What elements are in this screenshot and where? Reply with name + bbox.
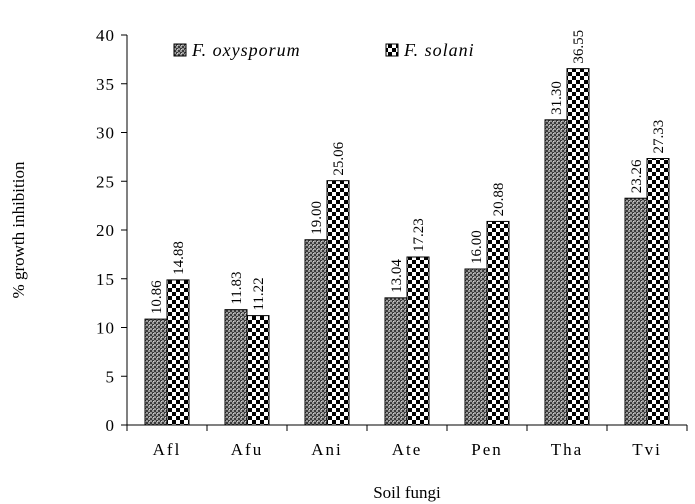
x-tick-label: Tha (551, 440, 583, 459)
y-tick-label: 35 (96, 75, 115, 94)
data-label: 14.88 (171, 241, 187, 275)
y-tick-label: 15 (96, 270, 115, 289)
value-labels: 10.86 14.88 11.83 11.22 19.00 25.06 13.04 17.23… (149, 30, 667, 314)
bar-solani-tha (566, 68, 590, 426)
y-axis-label: % growth inhibition (9, 161, 28, 298)
legend-label-solani: F. solani (403, 40, 475, 60)
data-label: 20.88 (491, 183, 507, 217)
bar-solani-afl (166, 279, 190, 426)
data-label: 16.00 (469, 230, 485, 264)
bar-solani-tvi (646, 158, 670, 426)
bar-oxysporum-pen (464, 268, 488, 426)
y-ticks: 0 5 10 15 20 25 30 35 40 (96, 26, 127, 435)
legend: F. oxysporum F. solani (173, 40, 475, 60)
legend-label-oxysporum: F. oxysporum (191, 40, 301, 60)
data-label: 25.06 (331, 141, 347, 175)
data-label: 17.23 (411, 218, 427, 252)
x-axis-label: Soil fungi (373, 483, 441, 502)
y-tick-label: 10 (96, 319, 115, 338)
x-ticks: Afl Afu Ani Ate Pen Tha Tvi (126, 425, 688, 459)
bar-solani-pen (486, 220, 510, 426)
bar-oxysporum-tha (544, 119, 568, 426)
bar-oxysporum-afl (144, 318, 168, 426)
legend-swatch-solani (385, 43, 399, 57)
x-tick-label: Ani (311, 440, 343, 459)
x-tick-label: Ate (392, 440, 423, 459)
y-tick-label: 30 (96, 124, 115, 143)
x-tick-label: Afl (153, 440, 182, 459)
data-label: 11.83 (229, 271, 245, 304)
y-tick-label: 5 (106, 367, 116, 386)
bar-oxysporum-ate (384, 297, 408, 426)
data-label: 31.30 (549, 81, 565, 115)
bars (144, 68, 670, 426)
data-label: 10.86 (149, 280, 165, 314)
x-tick-label: Pen (471, 440, 503, 459)
y-tick-label: 0 (106, 416, 116, 435)
y-tick-label: 20 (96, 221, 115, 240)
data-label: 19.00 (309, 201, 325, 235)
data-label: 13.04 (389, 259, 405, 293)
bar-oxysporum-tvi (624, 197, 648, 426)
bar-solani-ani (326, 180, 350, 426)
data-label: 11.22 (251, 277, 267, 310)
data-label: 23.26 (629, 159, 645, 193)
y-tick-label: 40 (96, 26, 115, 45)
plot-area: 0 5 10 15 20 25 30 35 40 Afl Afu Ani Ate Pen Tha Tvi 1… (96, 26, 688, 459)
data-label: 36.55 (571, 30, 587, 64)
y-tick-label: 25 (96, 172, 115, 191)
x-tick-label: Afu (231, 440, 263, 459)
data-label: 27.33 (651, 120, 667, 154)
bar-solani-ate (406, 256, 430, 426)
bar-solani-afu (246, 315, 270, 426)
legend-swatch-oxysporum (173, 43, 187, 57)
bar-oxysporum-ani (304, 239, 328, 426)
bar-oxysporum-afu (224, 309, 248, 426)
x-tick-label: Tvi (632, 440, 662, 459)
